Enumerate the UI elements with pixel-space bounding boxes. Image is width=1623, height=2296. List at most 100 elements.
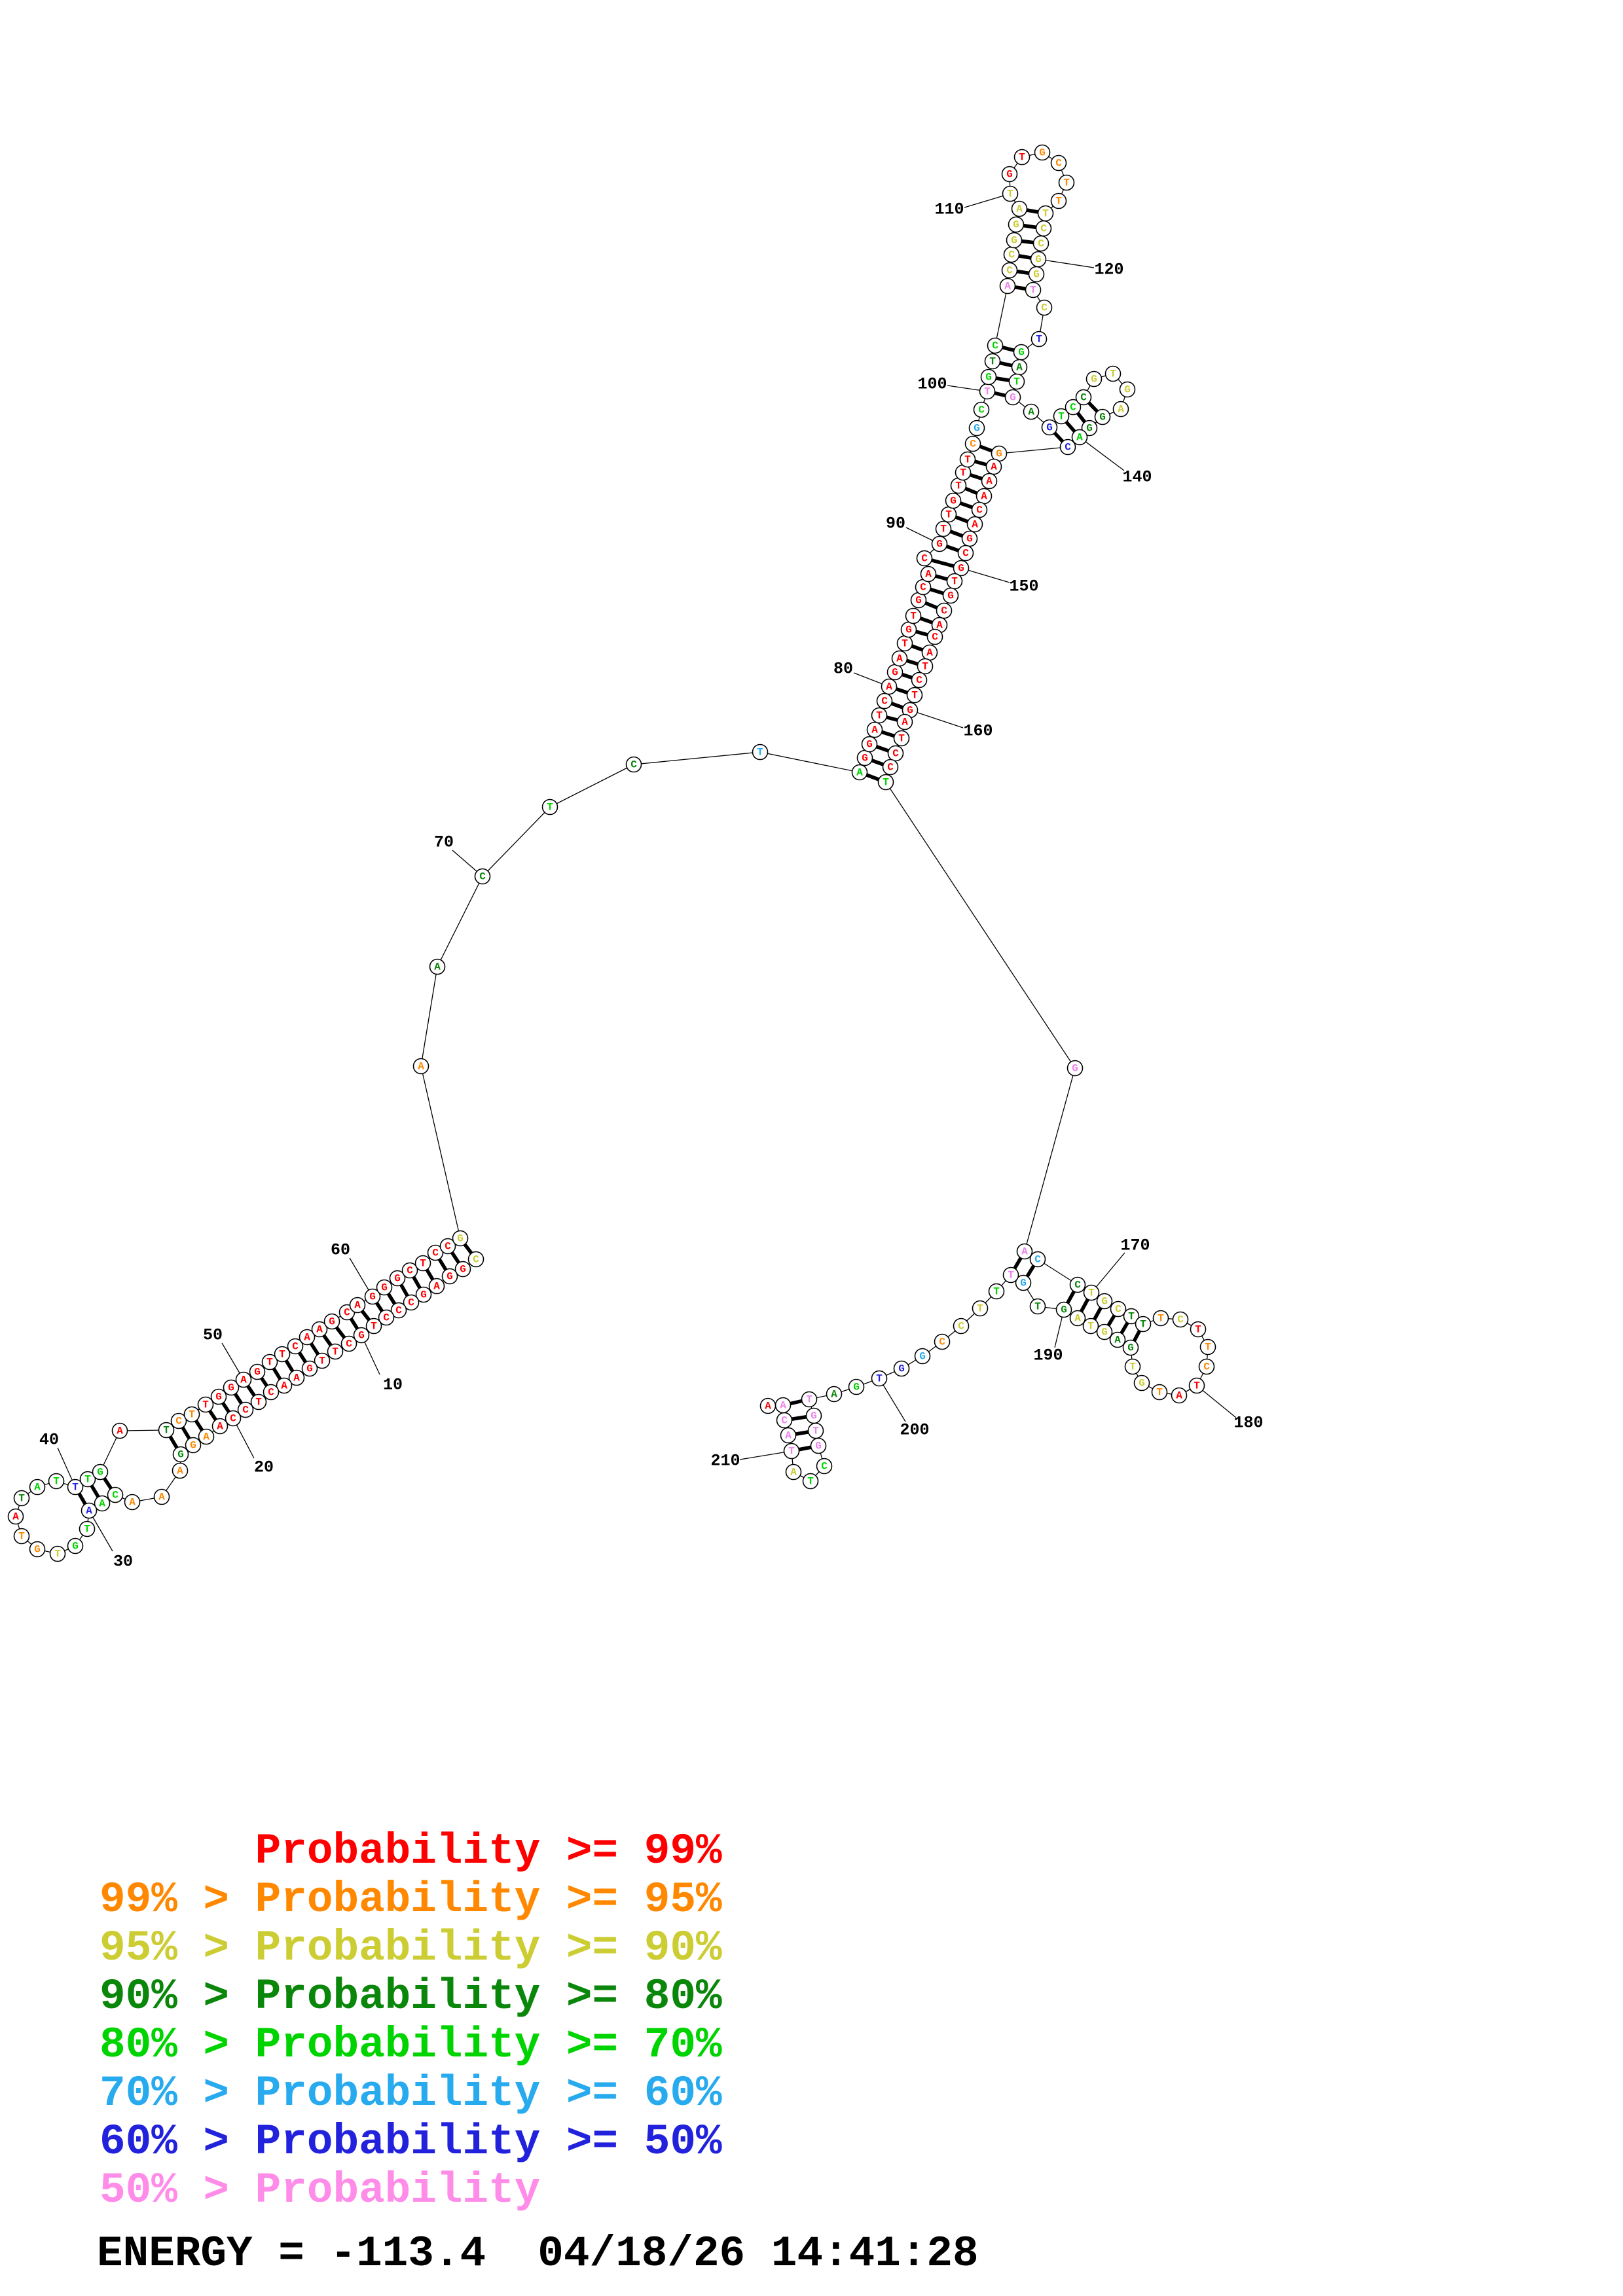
nucleotide-letter: G	[1018, 347, 1025, 359]
nucleotide-circle	[936, 602, 953, 619]
nucleotide-letter: A	[1076, 432, 1083, 444]
nucleotide-letter: A	[117, 1426, 123, 1437]
nucleotide-letter: C	[479, 871, 486, 883]
nucleotide-circle	[1071, 429, 1088, 446]
nucleotide-circle	[816, 1458, 833, 1475]
nucleotide-letter: C	[1038, 238, 1044, 250]
nucleotide-letter: G	[177, 1449, 184, 1461]
nucleotide-letter: G	[381, 1282, 388, 1294]
nucleotide-letter: A	[158, 1492, 165, 1503]
nucleotide-circle	[94, 1495, 111, 1512]
nucleotide-letter: G	[862, 753, 868, 764]
nucleotide-circle	[877, 774, 894, 791]
nucleotide-letter: G	[1061, 1304, 1067, 1316]
nucleotide-letter: C	[976, 505, 983, 516]
nucleotide-letter: A	[981, 491, 987, 503]
nucleotide-letter: A	[354, 1300, 361, 1312]
nucleotide-letter: G	[1099, 412, 1106, 423]
nucleotide-letter: G	[369, 1291, 376, 1303]
nucleotide-circle	[1036, 299, 1053, 316]
nucleotide-letter: C	[958, 1321, 964, 1333]
nucleotide-letter: C	[1041, 302, 1048, 314]
nucleotide-letter: T	[1195, 1324, 1201, 1336]
nucleotide-letter: T	[876, 1373, 883, 1385]
nucleotide-letter: A	[902, 717, 908, 728]
nucleotide-circle	[1023, 403, 1040, 420]
nucleotide-circle	[1109, 1331, 1126, 1348]
nucleotide-circle	[911, 672, 928, 689]
nucleotide-letter: T	[807, 1476, 814, 1488]
nucleotide-letter: A	[780, 1400, 786, 1412]
nucleotide-circle	[917, 658, 934, 675]
nucleotide-circle	[301, 1360, 318, 1377]
nucleotide-letter: A	[316, 1324, 323, 1336]
nucleotide-letter: C	[1008, 249, 1015, 261]
nucleotide-circle	[1190, 1321, 1207, 1338]
nucleotide-letter: A	[217, 1421, 223, 1433]
nucleotide-letter: A	[177, 1465, 183, 1477]
nucleotide-circle	[1032, 235, 1049, 252]
nucleotide-letter: T	[960, 467, 966, 479]
nucleotide-circle	[67, 1537, 84, 1554]
nucleotide-circle	[887, 745, 904, 762]
nucleotide-letter: G	[905, 624, 912, 636]
nucleotide-letter: T	[1008, 1270, 1014, 1282]
nucleotide-circle	[953, 1318, 970, 1335]
label-pointer-line	[879, 1378, 906, 1422]
nucleotide-letter: C	[916, 675, 922, 687]
backbone-line	[998, 446, 1068, 454]
nucleotide-circle	[942, 587, 959, 604]
nucleotide-letter: T	[911, 690, 918, 702]
position-label: 20	[254, 1458, 274, 1477]
nucleotide-letter: C	[932, 632, 938, 643]
nucleotide-letter: G	[306, 1363, 313, 1375]
nucleotide-circle	[1050, 192, 1067, 209]
nucleotide-letter: A	[99, 1498, 105, 1510]
nucleotide-circle	[935, 520, 952, 537]
nucleotide-circle	[197, 1396, 214, 1413]
position-label: 80	[833, 660, 853, 679]
nucleotide-letter: T	[420, 1258, 426, 1270]
nucleotide-letter: T	[279, 1349, 285, 1361]
nucleotide-circle	[340, 1335, 357, 1352]
legend-line-8: 50% > Probability	[100, 2166, 541, 2215]
nucleotide-circle	[13, 1490, 30, 1507]
nucleotide-circle	[931, 535, 948, 552]
nucleotide-letter: C	[242, 1405, 249, 1416]
nucleotide-letter: G	[460, 1264, 466, 1276]
nucleotide-circle	[810, 1437, 827, 1454]
nucleotide-circle	[906, 687, 923, 704]
position-label: 210	[710, 1452, 740, 1471]
nucleotide-circle	[428, 1278, 445, 1295]
nucleotide-letter: C	[1006, 265, 1013, 277]
nucleotide-circle	[211, 1418, 228, 1435]
backbone-line	[759, 751, 860, 773]
nucleotide-letter: A	[871, 725, 878, 736]
nucleotide-circle	[249, 1363, 266, 1380]
nucleotide-circle	[1041, 419, 1058, 436]
energy-readout: ENERGY = -113.4 04/18/26 14:41:28	[97, 2229, 979, 2278]
nucleotide-letter: T	[1034, 1301, 1041, 1313]
nucleotide-letter: C	[1080, 392, 1087, 404]
nucleotide-circle	[170, 1412, 187, 1429]
nucleotide-letter: C	[1055, 158, 1062, 170]
position-label: 90	[886, 514, 905, 533]
label-pointer-line	[909, 709, 964, 728]
nucleotide-letter: C	[920, 582, 926, 594]
nucleotide-circle	[158, 1422, 175, 1439]
nucleotide-letter: G	[72, 1541, 79, 1552]
nucleotide-circle	[314, 1352, 331, 1369]
nucleotide-letter: T	[945, 509, 952, 521]
nucleotide-letter: G	[915, 595, 922, 607]
nucleotide-letter: T	[54, 1549, 61, 1560]
nucleotide-circle	[934, 1333, 951, 1350]
nucleotide-letter: A	[925, 569, 932, 581]
nucleotide-circle	[905, 607, 922, 624]
nucleotide-letter: A	[886, 681, 892, 693]
nucleotide-circle	[1013, 149, 1030, 166]
nucleotide-letter: G	[1006, 169, 1013, 181]
nucleotide-circle	[1081, 420, 1098, 437]
nucleotide-letter: T	[940, 524, 947, 535]
nucleotide-letter: C	[346, 1338, 352, 1350]
